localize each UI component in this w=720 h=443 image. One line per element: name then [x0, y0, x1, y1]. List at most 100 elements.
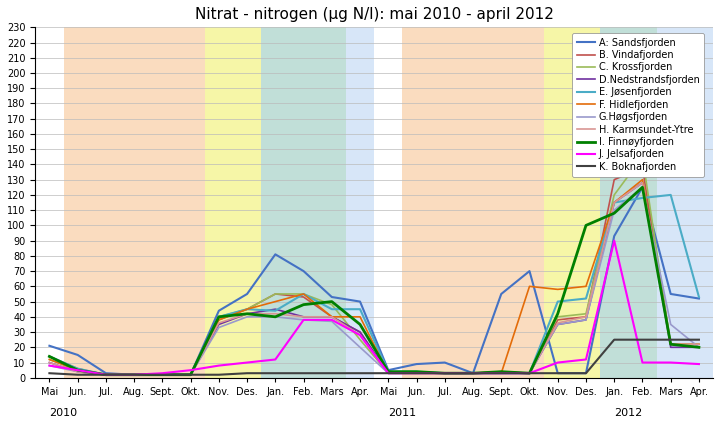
D.Nedstrandsfjorden	[638, 180, 647, 185]
I. Finnøyfjorden	[497, 369, 505, 374]
C. Krossfjorden	[610, 192, 618, 198]
F. Hidlefjorden	[413, 370, 421, 376]
Bar	[261, 27, 374, 378]
D.Nedstrandsfjorden	[215, 322, 223, 327]
I. Finnøyfjorden	[554, 311, 562, 316]
J. Jelsafjorden	[215, 363, 223, 368]
C. Krossfjorden	[469, 370, 477, 376]
D.Nedstrandsfjorden	[695, 345, 703, 350]
G.Høgsfjorden	[469, 370, 477, 376]
B. Vindafjorden	[45, 354, 54, 359]
E. Jøsenfjorden	[215, 314, 223, 319]
G.Høgsfjorden	[215, 325, 223, 330]
D.Nedstrandsfjorden	[554, 322, 562, 327]
A: Sandsfjorden: (7, 55): Sandsfjorden: (7, 55)	[243, 291, 251, 297]
G.Høgsfjorden	[243, 314, 251, 319]
A: Sandsfjorden: (10, 53): Sandsfjorden: (10, 53)	[328, 294, 336, 299]
D.Nedstrandsfjorden	[186, 372, 195, 377]
J. Jelsafjorden	[328, 317, 336, 323]
G.Høgsfjorden	[525, 370, 534, 376]
I. Finnøyfjorden	[695, 345, 703, 350]
E. Jøsenfjorden	[582, 296, 590, 301]
C. Krossfjorden	[130, 372, 138, 377]
K. Boknafjorden	[215, 372, 223, 377]
A: Sandsfjorden: (0, 21): Sandsfjorden: (0, 21)	[45, 343, 54, 349]
G.Høgsfjorden	[610, 207, 618, 213]
D.Nedstrandsfjorden	[300, 314, 308, 319]
J. Jelsafjorden	[102, 372, 110, 377]
C. Krossfjorden	[554, 314, 562, 319]
C. Krossfjorden	[300, 291, 308, 297]
F. Hidlefjorden	[525, 284, 534, 289]
G.Høgsfjorden	[554, 322, 562, 327]
I. Finnøyfjorden	[215, 314, 223, 319]
G.Høgsfjorden	[73, 369, 82, 374]
H. Karmsundet-Ytre	[243, 311, 251, 316]
J. Jelsafjorden	[130, 372, 138, 377]
A: Sandsfjorden: (20, 93): Sandsfjorden: (20, 93)	[610, 233, 618, 239]
B. Vindafjorden	[300, 294, 308, 299]
G.Høgsfjorden	[328, 319, 336, 324]
B. Vindafjorden	[328, 314, 336, 319]
A: Sandsfjorden: (12, 5): Sandsfjorden: (12, 5)	[384, 368, 392, 373]
K. Boknafjorden	[300, 370, 308, 376]
C. Krossfjorden	[328, 302, 336, 307]
Bar	[402, 27, 544, 378]
K. Boknafjorden	[469, 370, 477, 376]
A: Sandsfjorden: (1, 15): Sandsfjorden: (1, 15)	[73, 352, 82, 358]
Line: C. Krossfjorden: C. Krossfjorden	[50, 157, 699, 375]
D.Nedstrandsfjorden	[271, 307, 279, 312]
F. Hidlefjorden	[554, 287, 562, 292]
Line: E. Jøsenfjorden: E. Jøsenfjorden	[50, 195, 699, 375]
B. Vindafjorden	[73, 366, 82, 371]
K. Boknafjorden	[102, 372, 110, 377]
D.Nedstrandsfjorden	[243, 311, 251, 316]
J. Jelsafjorden	[525, 370, 534, 376]
H. Karmsundet-Ytre	[695, 342, 703, 347]
Text: 2010: 2010	[50, 408, 78, 418]
I. Finnøyfjorden	[610, 210, 618, 216]
Legend: A: Sandsfjorden, B. Vindafjorden, C. Krossfjorden, D.Nedstrandsfjorden, E. Jøsen: A: Sandsfjorden, B. Vindafjorden, C. Kro…	[572, 33, 704, 177]
B. Vindafjorden	[695, 345, 703, 350]
J. Jelsafjorden	[271, 357, 279, 362]
E. Jøsenfjorden	[158, 372, 167, 377]
E. Jøsenfjorden	[130, 372, 138, 377]
B. Vindafjorden	[441, 370, 449, 376]
H. Karmsundet-Ytre	[441, 370, 449, 376]
D.Nedstrandsfjorden	[356, 330, 364, 335]
D.Nedstrandsfjorden	[667, 345, 675, 350]
F. Hidlefjorden	[186, 372, 195, 377]
C. Krossfjorden	[271, 291, 279, 297]
B. Vindafjorden	[554, 317, 562, 323]
F. Hidlefjorden	[271, 299, 279, 304]
I. Finnøyfjorden	[413, 369, 421, 374]
J. Jelsafjorden	[667, 360, 675, 365]
E. Jøsenfjorden	[554, 299, 562, 304]
J. Jelsafjorden	[413, 370, 421, 376]
Line: G.Høgsfjorden: G.Høgsfjorden	[50, 187, 699, 375]
C. Krossfjorden	[413, 370, 421, 376]
Bar	[600, 27, 657, 378]
G.Høgsfjorden	[158, 372, 167, 377]
F. Hidlefjorden	[695, 342, 703, 347]
H. Karmsundet-Ytre	[328, 314, 336, 319]
G.Høgsfjorden	[497, 370, 505, 376]
C. Krossfjorden	[582, 311, 590, 316]
D.Nedstrandsfjorden	[102, 372, 110, 377]
B. Vindafjorden	[356, 330, 364, 335]
J. Jelsafjorden	[469, 370, 477, 376]
F. Hidlefjorden	[610, 200, 618, 205]
H. Karmsundet-Ytre	[469, 370, 477, 376]
K. Boknafjorden	[384, 370, 392, 376]
E. Jøsenfjorden	[73, 366, 82, 371]
A: Sandsfjorden: (21, 125): Sandsfjorden: (21, 125)	[638, 185, 647, 190]
Line: A: Sandsfjorden: A: Sandsfjorden	[50, 187, 699, 375]
E. Jøsenfjorden	[356, 307, 364, 312]
I. Finnøyfjorden	[582, 223, 590, 228]
D.Nedstrandsfjorden	[73, 369, 82, 374]
H. Karmsundet-Ytre	[413, 370, 421, 376]
K. Boknafjorden	[695, 337, 703, 342]
C. Krossfjorden	[384, 370, 392, 376]
Line: B. Vindafjorden: B. Vindafjorden	[50, 167, 699, 375]
E. Jøsenfjorden	[102, 372, 110, 377]
